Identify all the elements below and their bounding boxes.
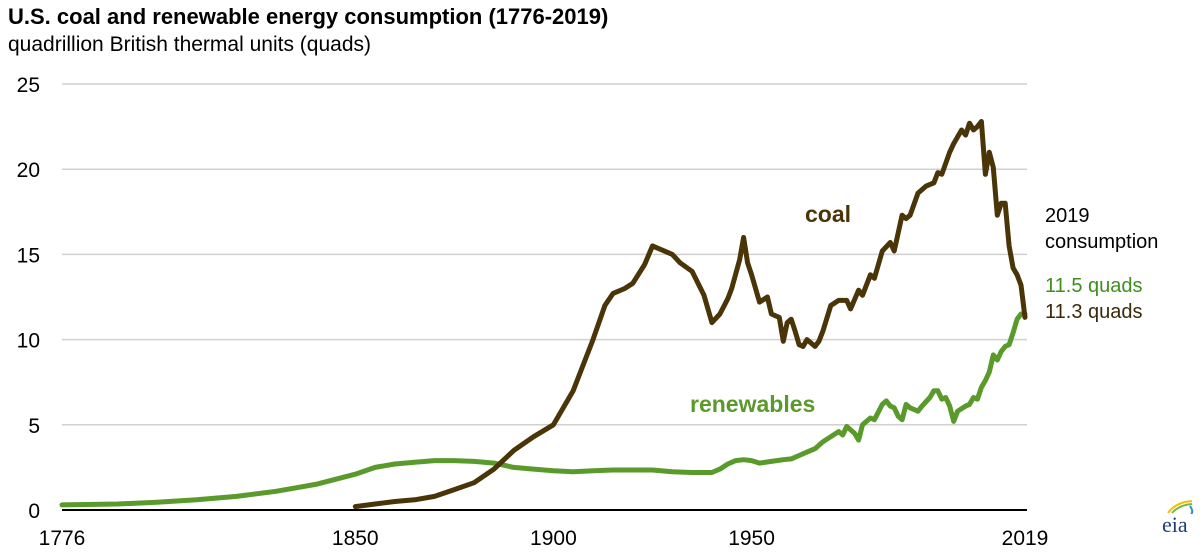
eia-logo: eia: [1162, 500, 1194, 538]
y-tick-label: 20: [17, 159, 40, 182]
renewables-series-label: renewables: [690, 391, 815, 417]
annotation-consumption: consumption: [1045, 231, 1158, 253]
y-tick-label: 10: [17, 330, 40, 353]
coal-line: [352, 119, 1028, 510]
chart-title: U.S. coal and renewable energy consumpti…: [8, 4, 609, 29]
x-tick-label: 1850: [332, 527, 379, 550]
renewables-line: [59, 311, 1028, 508]
chart-subtitle: quadrillion British thermal units (quads…: [8, 33, 371, 56]
y-tick-label: 0: [28, 500, 40, 523]
x-tick-label: 1900: [530, 527, 577, 550]
x-tick-label: 2019: [1002, 527, 1049, 550]
y-tick-label: 25: [17, 74, 40, 97]
eia-logo-text: eia: [1162, 512, 1188, 537]
y-tick-label: 5: [28, 415, 40, 438]
annotation-year: 2019: [1045, 205, 1090, 227]
annotation-renewables-value: 11.5 quads: [1045, 275, 1143, 297]
x-axis-ticks: 1776 1850 1900 1950 2019: [39, 527, 1049, 550]
x-tick-label: 1776: [39, 527, 86, 550]
eia-logo-swoosh-icon: [1167, 500, 1194, 514]
y-axis-ticks: 0 5 10 15 20 25: [17, 74, 40, 523]
series-lines: [59, 119, 1028, 510]
y-tick-label: 15: [17, 244, 40, 267]
coal-series-label: coal: [805, 201, 851, 227]
x-tick-label: 1950: [728, 527, 775, 550]
annotation-coal-value: 11.3 quads: [1045, 301, 1143, 323]
